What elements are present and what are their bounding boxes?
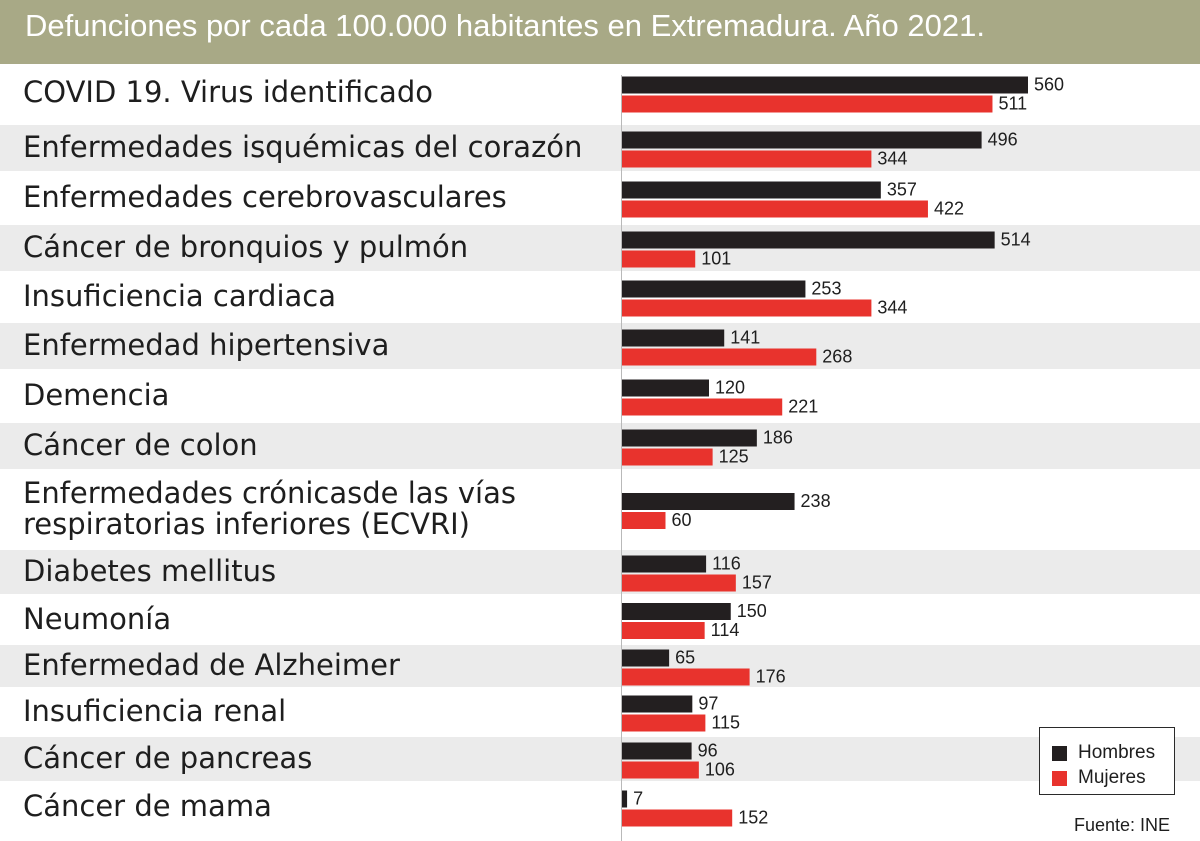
category-label: Enfermedad hipertensiva [23,328,390,362]
bar-mujeres [622,668,750,686]
value-label-mujeres: 106 [705,760,735,780]
value-label-mujeres: 125 [719,447,749,467]
category-label: Enfermedades cerebrovasculares [23,180,507,214]
category-label: Enfermedad de Alzheimer [23,648,400,682]
bar-mujeres [622,95,993,113]
value-label-hombres: 96 [698,741,718,761]
value-label-mujeres: 101 [701,249,731,269]
value-label-mujeres: 268 [822,347,852,367]
value-label-mujeres: 422 [934,199,964,219]
value-label-hombres: 253 [811,279,841,299]
value-label-hombres: 120 [715,378,745,398]
bar-mujeres [622,150,872,168]
bar-hombres [622,603,731,620]
bar-mujeres [622,622,705,639]
bar-hombres [622,231,995,249]
row-band [0,125,1200,171]
legend-swatch-mujeres [1052,771,1067,786]
value-label-hombres: 116 [712,554,741,574]
row-band [0,225,1200,271]
bar-mujeres [622,398,783,416]
bar-hombres [622,76,1028,94]
source-note: Fuente: INE [1074,815,1171,835]
value-label-hombres: 141 [730,328,760,348]
category-label: Insuficiencia renal [23,694,287,728]
value-label-mujeres: 157 [742,573,772,593]
bar-mujeres [622,512,666,529]
bar-mujeres [622,714,706,732]
value-label-mujeres: 115 [711,713,740,733]
legend: Hombres Mujeres [1039,727,1175,795]
category-label: Diabetes mellitus [23,554,277,588]
value-label-hombres: 496 [988,130,1018,150]
row-band [0,645,1200,687]
bar-mujeres [622,809,733,827]
chart-title: Defunciones por cada 100.000 habitantes … [25,8,985,43]
bar-hombres [622,429,757,447]
bar-hombres [622,649,670,667]
value-label-hombres: 7 [633,789,643,809]
value-label-mujeres: 344 [877,298,907,318]
category-label: Enfermedades crónicasde las vías respira… [23,476,516,541]
bar-hombres [622,493,795,510]
bar-mujeres [622,574,736,592]
category-label: Enfermedades isquémicas del corazón [23,130,583,164]
value-label-mujeres: 114 [711,620,740,640]
value-label-hombres: 97 [698,694,718,714]
legend-label-hombres: Hombres [1078,742,1156,763]
value-label-hombres: 514 [1001,230,1031,250]
bar-hombres [622,695,693,713]
value-label-mujeres: 152 [738,808,768,828]
bar-mujeres [622,761,699,779]
bar-hombres [622,181,881,199]
bar-hombres [622,555,707,573]
bar-mujeres [622,348,817,366]
bar-hombres [622,790,628,808]
value-label-hombres: 238 [801,491,831,511]
category-label: Cáncer de pancreas [23,741,313,775]
row-band [0,737,1200,781]
category-label: Cáncer de colon [23,428,258,462]
bar-mujeres [622,250,696,268]
category-label: COVID 19. Virus identificado [23,75,433,109]
value-label-hombres: 150 [737,601,767,621]
bar-mujeres [622,299,872,317]
bar-mujeres [622,200,928,218]
value-label-hombres: 65 [675,648,695,668]
category-label: Cáncer de bronquios y pulmón [23,230,469,264]
bar-hombres [622,131,982,149]
bar-hombres [622,742,692,760]
value-label-mujeres: 176 [756,667,786,687]
value-label-mujeres: 344 [877,149,907,169]
category-label: Neumonía [23,601,172,636]
category-label: Insuficiencia cardiaca [23,279,336,313]
value-label-mujeres: 60 [672,510,692,530]
row-band [0,550,1200,594]
value-label-hombres: 357 [887,180,917,200]
bar-hombres [622,280,806,298]
value-label-mujeres: 221 [788,397,818,417]
bar-hombres [622,379,709,397]
bar-mujeres [622,448,713,466]
bar-hombres [622,329,725,347]
legend-swatch-hombres [1052,746,1067,761]
legend-label-mujeres: Mujeres [1078,767,1146,788]
row-band [0,423,1200,469]
category-label: Demencia [23,378,170,412]
value-label-hombres: 560 [1034,75,1064,95]
title-bar [0,0,1200,64]
row-band [0,323,1200,369]
value-label-hombres: 186 [763,428,793,448]
category-label: Cáncer de mama [23,789,272,823]
value-label-mujeres: 511 [998,94,1027,114]
